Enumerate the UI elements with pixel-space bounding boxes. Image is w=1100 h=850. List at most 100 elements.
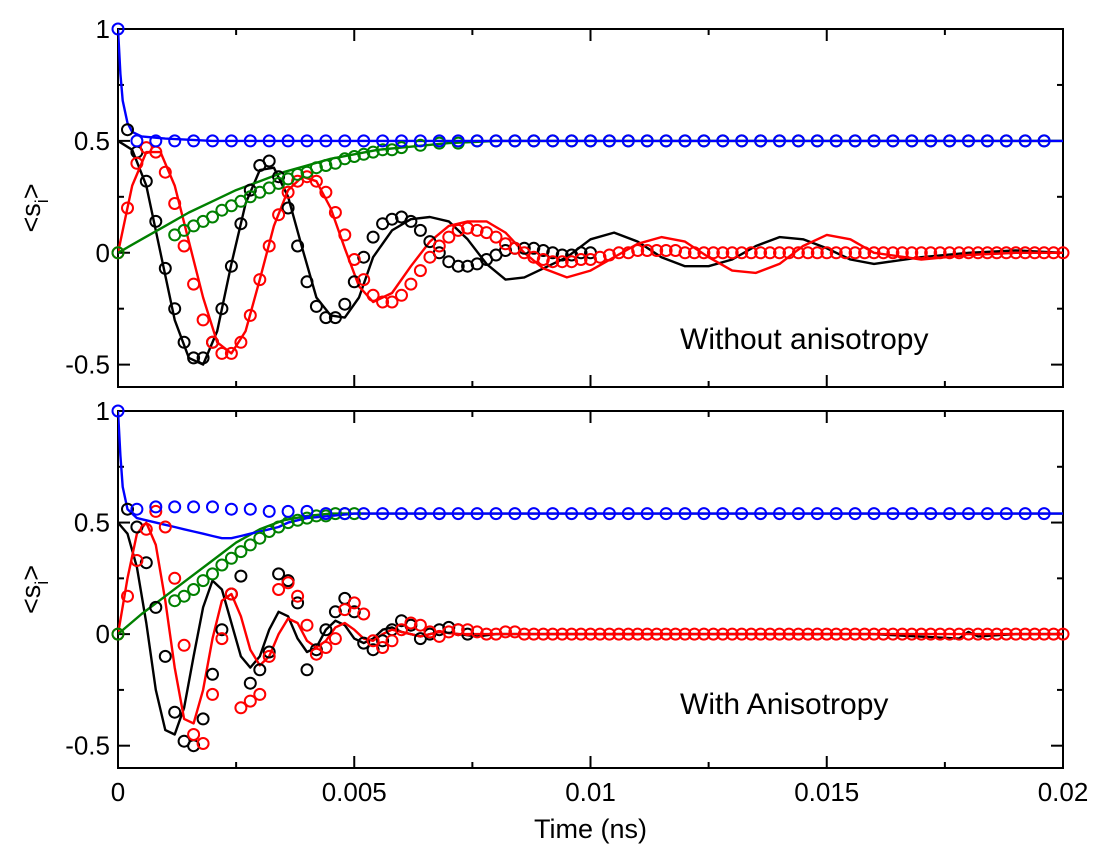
marker-red-model	[735, 627, 749, 641]
marker-red-model	[697, 627, 711, 641]
marker-red-model	[1056, 246, 1070, 260]
marker-blue-model	[621, 507, 635, 521]
marker-black-model	[347, 275, 361, 289]
x-axis-title: Time (ns)	[534, 814, 647, 844]
marker-blue-model	[546, 507, 560, 521]
marker-blue-model	[168, 134, 182, 148]
marker-blue-model	[791, 507, 805, 521]
marker-blue-model	[489, 134, 503, 148]
marker-blue-model	[886, 507, 900, 521]
marker-red-model	[291, 589, 305, 603]
marker-black-model	[451, 259, 465, 273]
marker-red-model	[801, 627, 815, 641]
marker-red-model	[839, 246, 853, 260]
marker-red-model	[886, 246, 900, 260]
marker-red-model	[432, 239, 446, 253]
marker-red-model	[565, 627, 579, 641]
marker-red-model	[669, 627, 682, 641]
y-axis-title: <si>	[16, 183, 52, 232]
marker-black-model	[187, 351, 201, 365]
marker-green-model	[291, 513, 305, 527]
marker-red-model	[886, 627, 900, 641]
marker-red-model	[924, 246, 938, 260]
marker-blue-model	[584, 134, 597, 148]
marker-blue-model	[470, 134, 484, 148]
marker-blue-model	[319, 507, 333, 521]
marker-red-model	[990, 246, 1004, 260]
marker-black-model	[328, 311, 342, 325]
marker-red-model	[149, 504, 163, 518]
marker-red-model	[962, 246, 975, 260]
marker-green-model	[291, 167, 305, 181]
marker-blue-model	[187, 134, 201, 148]
marker-red-model	[943, 627, 957, 641]
marker-red-model	[319, 641, 333, 654]
marker-blue-model	[281, 504, 295, 518]
marker-blue-model	[168, 500, 182, 514]
marker-red-model	[905, 246, 919, 260]
marker-red-model	[820, 627, 834, 641]
marker-red-model	[612, 627, 626, 641]
marker-red-model	[943, 246, 957, 260]
marker-red-model	[744, 246, 758, 260]
marker-blue-model	[262, 504, 276, 518]
marker-green-model	[347, 150, 361, 163]
marker-black-model	[376, 634, 390, 648]
marker-red-model	[980, 246, 994, 260]
marker-red-model	[990, 627, 1004, 641]
marker-red-model	[640, 244, 654, 257]
marker-red-model	[546, 255, 560, 269]
marker-red-model	[328, 632, 342, 646]
marker-black-model	[262, 645, 276, 659]
marker-red-model	[716, 246, 730, 260]
marker-red-model	[773, 246, 786, 260]
marker-black-model	[319, 623, 333, 637]
marker-green-model	[111, 627, 125, 641]
series-line-blue-simulation	[118, 28, 1063, 143]
marker-red-model	[725, 246, 739, 260]
marker-blue-model	[338, 134, 352, 148]
marker-red-model	[782, 246, 796, 260]
marker-blue-model	[527, 507, 541, 521]
marker-red-model	[650, 244, 664, 257]
marker-green-model	[234, 545, 248, 559]
marker-black-model	[281, 201, 295, 215]
marker-red-model	[121, 201, 134, 215]
marker-red-model	[640, 627, 654, 641]
marker-red-model	[234, 701, 248, 715]
marker-red-model	[224, 587, 238, 601]
marker-black-model	[215, 623, 229, 637]
marker-red-model	[971, 627, 985, 641]
marker-red-model	[366, 288, 380, 302]
marker-blue-model	[621, 134, 635, 148]
marker-red-model	[423, 250, 437, 264]
marker-blue-model	[735, 507, 749, 521]
marker-blue-model	[432, 507, 446, 521]
marker-black-model	[404, 214, 418, 228]
y-tick-label: 1	[96, 396, 110, 426]
marker-red-model	[168, 197, 182, 210]
marker-red-model	[791, 627, 805, 641]
y-tick-label: 0	[96, 238, 110, 268]
marker-green-model	[253, 531, 267, 545]
marker-blue-model	[678, 134, 692, 148]
marker-black-model	[517, 241, 531, 255]
marker-green-model	[300, 511, 314, 525]
marker-blue-model	[206, 500, 219, 514]
marker-blue-model	[659, 507, 673, 521]
marker-red-model	[139, 522, 153, 536]
marker-red-model	[1028, 627, 1042, 641]
marker-red-model	[527, 627, 541, 641]
marker-green-model	[357, 147, 371, 161]
marker-blue-model	[773, 507, 786, 521]
marker-red-model	[914, 627, 928, 641]
marker-blue-model	[470, 507, 484, 521]
marker-black-model	[121, 502, 134, 516]
marker-red-model	[489, 230, 503, 244]
marker-black-model	[139, 556, 153, 570]
marker-red-model	[1009, 246, 1023, 260]
marker-black-model	[149, 600, 163, 614]
marker-red-model	[678, 627, 692, 641]
marker-blue-model	[980, 507, 994, 521]
marker-red-model	[602, 627, 616, 641]
